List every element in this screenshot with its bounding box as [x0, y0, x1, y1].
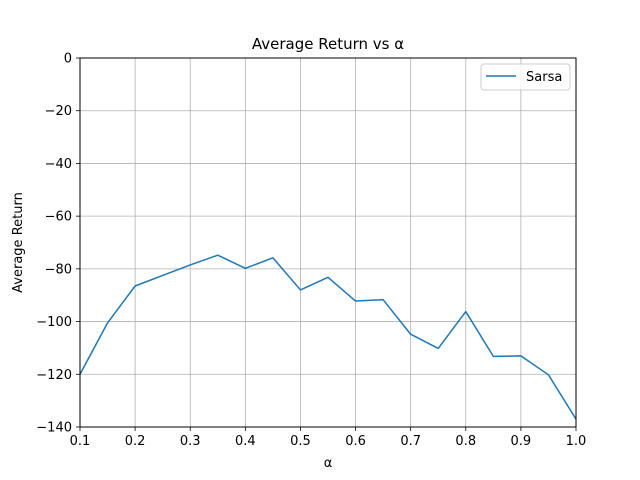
legend-box [480, 63, 571, 91]
y-tick-label: −60 [45, 210, 72, 225]
x-tick-label: 0.6 [345, 434, 366, 449]
y-tick-label: 0 [64, 52, 72, 67]
x-tick-label: 0.7 [400, 434, 421, 449]
x-tick-label: 0.8 [455, 434, 476, 449]
x-tick-label: 0.1 [70, 434, 91, 449]
x-tick-label: 0.9 [511, 434, 532, 449]
plot-frame [79, 57, 577, 428]
y-tick-label: −140 [36, 421, 72, 436]
x-tick-label: 0.2 [125, 434, 146, 449]
series-layer [79, 254, 577, 420]
x-tick-label: 0.5 [290, 434, 311, 449]
y-tick-label: −40 [45, 157, 72, 172]
legend-label-sarsa: Sarsa [526, 70, 562, 85]
series-line-sarsa [79, 254, 577, 420]
y-tick-label: −20 [45, 104, 72, 119]
y-tick-label: −100 [36, 315, 72, 330]
legend: Sarsa [480, 63, 571, 91]
y-axis-label: Average Return [11, 192, 26, 293]
y-tick-label: −120 [36, 368, 72, 383]
chart-title: Average Return vs α [252, 35, 404, 53]
y-tick-label: −80 [45, 262, 72, 277]
x-tick-label: 0.3 [180, 434, 201, 449]
x-axis-label: α [324, 456, 333, 471]
x-tick-label: 1.0 [566, 434, 587, 449]
axis-ticks: 0.1 0.2 0.3 0.4 0.5 0.6 0.7 0.8 0.9 1.0 0 −20 −40 −60… [36, 52, 586, 450]
x-tick-label: 0.4 [235, 434, 256, 449]
plot-area [80, 58, 576, 427]
